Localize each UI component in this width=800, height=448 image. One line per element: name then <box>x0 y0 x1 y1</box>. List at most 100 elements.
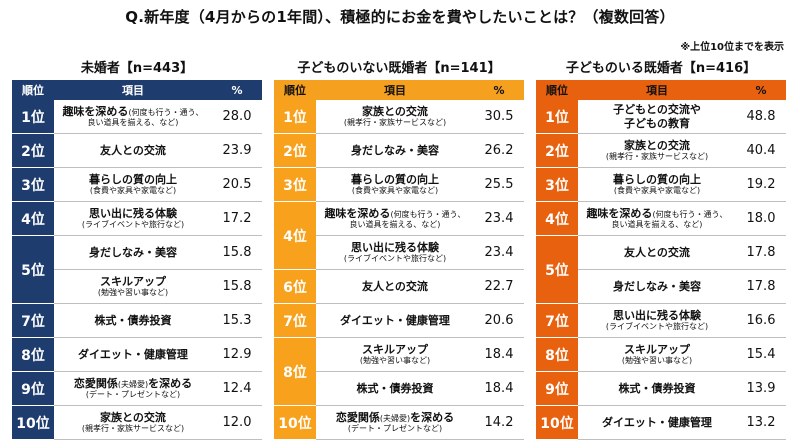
item-cell: 恋愛関係(夫婦愛)を深める (デート・プレゼントなど) <box>54 371 212 406</box>
item-cell: 身だしなみ・美容 <box>54 235 212 270</box>
header-rank: 順位 <box>274 80 316 100</box>
rank-cell: 9位 <box>12 371 54 406</box>
item-label: 家族との交流 <box>624 139 690 153</box>
header-row: 順位 項目% <box>274 80 524 100</box>
item-cell: 株式・債券投資 <box>578 371 736 406</box>
pct-value: 17.8 <box>736 269 786 304</box>
item-label: 思い出に残る体験 <box>351 241 439 255</box>
table-row: 10位 恋愛関係(夫婦愛)を深める (デート・プレゼントなど) 14.2 <box>274 405 524 440</box>
item-label: ダイエット・健康管理 <box>78 347 188 361</box>
pct-value: 12.4 <box>212 371 262 406</box>
item-label: 家族との交流 <box>362 105 428 119</box>
header-item: 項目 <box>316 80 474 100</box>
table-row: 4位 思い出に残る体験 (ライブイベントや旅行など) 17.2 <box>12 201 262 236</box>
item-label: 恋愛関係(夫婦愛)を深める <box>335 411 455 425</box>
header-rank: 順位 <box>12 80 54 100</box>
item-label: 身だしなみ・美容 <box>89 245 177 259</box>
rank-cell: 1位 <box>274 100 316 134</box>
item-label: 株式・債券投資 <box>618 381 696 395</box>
panel-married-no-children: 子どものいない既婚者【n=141】 順位 項目% 1位 家族との交流 (親孝行・家族サー… <box>274 58 524 440</box>
item-label: スキルアップ <box>100 275 166 289</box>
table-row: 3位 暮らしの質の向上 (食費や家具や家電など) 20.5 <box>12 167 262 202</box>
panel-title: 子どものいる既婚者【n=416】 <box>565 61 757 76</box>
pct-value: 17.2 <box>212 201 262 236</box>
pct-value: 12.0 <box>212 405 262 440</box>
pct-value: 40.4 <box>736 133 786 168</box>
rank-cell: 7位 <box>12 303 54 338</box>
item-label: 身だしなみ・美容 <box>351 143 439 157</box>
pct-value: 18.0 <box>736 201 786 236</box>
rank-cell: 1位 <box>12 100 54 134</box>
ranking-table: 順位 項目% 1位 趣味を深める(何度も行う・通う、 良い道具を揃える、など) 28.0 2… <box>12 80 262 440</box>
rank-cell: 7位 <box>536 303 578 338</box>
item-sub: 良い道具を揃える、など) <box>349 220 441 230</box>
item-cell: ダイエット・健康管理 <box>54 337 212 372</box>
item-label: 思い出に残る体験 <box>613 309 701 323</box>
rank-cell: 2位 <box>12 133 54 168</box>
item-label: 友人との交流 <box>624 245 690 259</box>
item-sub: (勉強や習い事など) <box>359 356 431 366</box>
item-paren: (夫婦愛) <box>379 414 411 424</box>
item-paren: (夫婦愛) <box>117 380 149 390</box>
pct-value: 17.8 <box>736 235 786 270</box>
item-cell: 友人との交流 <box>316 269 474 304</box>
item-label: 暮らしの質の向上 <box>89 173 177 187</box>
item-cell: 暮らしの質の向上 (食費や家具や家電など) <box>54 167 212 202</box>
item-cell: 家族との交流 (親孝行・家族サービスなど) <box>54 405 212 440</box>
item-cell: 趣味を深める(何度も行う・通う、 良い道具を揃える、など) <box>578 201 736 236</box>
item-paren: (何度も行う・通う、 <box>390 210 466 220</box>
pct-value: 20.6 <box>474 303 524 338</box>
item-label: 株式・債券投資 <box>356 381 434 395</box>
item-sub: (デート・プレゼントなど) <box>347 424 443 434</box>
table-row: スキルアップ (勉強や習い事など) 15.8 <box>12 269 262 304</box>
header-pct: % <box>736 80 786 100</box>
rank-cell: 2位 <box>274 133 316 168</box>
table-row: 3位 暮らしの質の向上 (食費や家具や家電など) 25.5 <box>274 167 524 202</box>
ranking-table: 順位 項目% 1位 子どもとの交流や 子どもの教育 48.8 2位 家族との交流 (親孝行・家族… <box>536 80 786 440</box>
table-row: 5位 友人との交流 17.8 <box>536 235 786 304</box>
item-cell: 趣味を深める(何度も行う・通う、 良い道具を揃える、など) <box>316 201 474 236</box>
item-cell: 友人との交流 <box>54 133 212 168</box>
item-label: 友人との交流 <box>100 143 166 157</box>
item-label: 恋愛関係(夫婦愛)を深める <box>73 377 193 391</box>
pct-value: 12.9 <box>212 337 262 372</box>
item-sub: (勉強や習い事など) <box>97 288 169 298</box>
header-pct: % <box>212 80 262 100</box>
rank-cell: 2位 <box>536 133 578 168</box>
item-cell: 友人との交流 <box>578 235 736 270</box>
rank-cell: 8位 <box>12 337 54 372</box>
item-label: 趣味を深める(何度も行う・通う、 <box>324 207 466 221</box>
item-label: 思い出に残る体験 <box>89 207 177 221</box>
table-row: 1位 子どもとの交流や 子どもの教育 48.8 <box>536 100 786 134</box>
item-sub: (食費や家具や家電など) <box>613 186 701 196</box>
table-row: 7位 思い出に残る体験 (ライブイベントや旅行など) 16.6 <box>536 303 786 338</box>
item-sub: (ライブイベントや旅行など) <box>343 254 447 264</box>
item-sub: (食費や家具や家電など) <box>89 186 177 196</box>
pct-value: 15.3 <box>212 303 262 338</box>
item-label: ダイエット・健康管理 <box>602 415 712 429</box>
table-row: 7位 株式・債券投資 15.3 <box>12 303 262 338</box>
item-cell: 家族との交流 (親孝行・家族サービスなど) <box>316 100 474 134</box>
rank-cell: 7位 <box>274 303 316 338</box>
item-label: 趣味を深める(何度も行う・通う、 <box>62 105 204 119</box>
pct-value: 20.5 <box>212 167 262 202</box>
table-row: 4位 趣味を深める(何度も行う・通う、 良い道具を揃える、など) 23.4 <box>274 201 524 270</box>
rank-cell: 9位 <box>536 371 578 406</box>
table-row: 1位 家族との交流 (親孝行・家族サービスなど) 30.5 <box>274 100 524 134</box>
table-row: 6位 友人との交流 22.7 <box>274 269 524 304</box>
rank-cell: 3位 <box>12 167 54 202</box>
pct-value: 18.4 <box>474 371 524 406</box>
item-sub: (親孝行・家族サービスなど) <box>81 424 185 434</box>
item-cell: 暮らしの質の向上 (食費や家具や家電など) <box>316 167 474 202</box>
item-cell: 思い出に残る体験 (ライブイベントや旅行など) <box>54 201 212 236</box>
item-sub: (親孝行・家族サービスなど) <box>605 152 709 162</box>
ranking-table: 順位 項目% 1位 家族との交流 (親孝行・家族サービスなど) 30.5 2位 身だしなみ・美… <box>274 80 524 440</box>
item-cell: 暮らしの質の向上 (食費や家具や家電など) <box>578 167 736 202</box>
item-label: 暮らしの質の向上 <box>351 173 439 187</box>
header-pct: % <box>474 80 524 100</box>
panel-title: 子どものいない既婚者【n=141】 <box>297 61 501 76</box>
item-cell: 思い出に残る体験 (ライブイベントや旅行など) <box>578 303 736 338</box>
rank-cell: 3位 <box>274 167 316 202</box>
chart-title: Q.新年度（4月からの1年間）、積極的にお金を費やしたいことは？（複数回答） <box>125 8 675 26</box>
item-cell: 身だしなみ・美容 <box>316 133 474 168</box>
